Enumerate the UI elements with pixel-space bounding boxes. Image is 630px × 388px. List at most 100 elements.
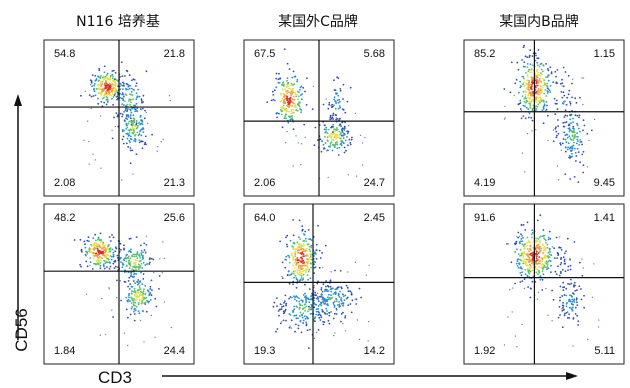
cell-dot [568, 300, 570, 303]
cell-dot [562, 301, 564, 304]
cell-dot [280, 303, 283, 306]
cell-dot [532, 95, 534, 97]
cell-dot [521, 75, 524, 78]
cell-dot [316, 139, 319, 142]
cell-dot [90, 81, 93, 84]
cell-dot [299, 273, 302, 275]
cell-dot [313, 285, 315, 287]
cell-dot [522, 245, 525, 247]
cell-dot [524, 171, 526, 173]
cell-dot [123, 247, 125, 250]
cell-dot [287, 105, 289, 108]
cell-dot [100, 250, 103, 253]
cell-dot [298, 91, 301, 94]
cell-dot [323, 124, 326, 127]
cell-dot [277, 112, 280, 115]
cell-dot [134, 110, 137, 113]
cell-dot [298, 245, 301, 247]
cell-dot [527, 240, 530, 242]
cell-dot [313, 320, 316, 322]
cell-dot [143, 143, 146, 146]
column-title-n116: N116 培养基 [76, 13, 160, 30]
cell-dot [322, 283, 325, 286]
cell-dot [141, 258, 144, 261]
cell-dot [515, 248, 518, 251]
cell-dot [112, 69, 115, 72]
cell-dot [554, 270, 557, 273]
cell-dot [317, 297, 319, 300]
cell-dot [88, 94, 91, 96]
cell-dot [107, 91, 110, 93]
cell-dot [130, 260, 132, 263]
cell-dot [530, 262, 533, 265]
cell-dot [573, 127, 575, 130]
cell-dot [289, 296, 292, 298]
cell-dot [302, 240, 305, 243]
cell-dot [139, 257, 142, 259]
cell-dot [523, 260, 526, 263]
cell-dot [318, 316, 321, 319]
cell-dot [294, 91, 296, 94]
x-axis-arrowhead [566, 372, 578, 380]
cell-dot [296, 241, 299, 244]
cell-dot [530, 71, 533, 73]
cell-dot [304, 136, 306, 139]
cell-dot [310, 266, 312, 269]
cell-dot [285, 304, 287, 307]
cell-dot [333, 133, 336, 136]
cell-dot [122, 93, 125, 96]
cell-dot [529, 287, 532, 290]
cell-dot [123, 100, 126, 102]
cell-dot [127, 285, 129, 288]
cell-dot [143, 302, 146, 305]
cell-dot [272, 94, 275, 96]
cell-dot [305, 305, 308, 308]
cell-dot [539, 85, 542, 88]
cell-dot [313, 306, 316, 309]
cell-dot [336, 147, 339, 150]
cell-dot [535, 92, 538, 95]
cell-dot [517, 68, 520, 71]
cell-dot [520, 266, 522, 269]
cell-dot [283, 48, 286, 50]
cell-dot [332, 143, 334, 146]
cell-dot [296, 269, 299, 272]
cell-dot [288, 297, 290, 300]
cell-dot [295, 317, 298, 320]
cell-dot [360, 296, 362, 299]
cell-dot [304, 318, 307, 320]
cell-dot [106, 84, 109, 87]
cell-dot [323, 297, 326, 300]
cell-dot [522, 262, 525, 265]
cell-dot [536, 219, 539, 222]
cell-dot [552, 140, 555, 143]
cell-dot [276, 116, 278, 119]
cell-dot [540, 68, 543, 71]
cell-dot [137, 124, 139, 127]
cell-dot [91, 74, 94, 76]
cell-dot [120, 248, 122, 251]
cell-dot [282, 92, 285, 95]
cell-dot [152, 258, 155, 261]
cell-dot [115, 247, 118, 250]
cell-dot [290, 108, 293, 111]
cell-dot [108, 78, 111, 81]
cell-dot [569, 128, 571, 131]
cell-dot [304, 309, 306, 312]
cell-dot [141, 300, 144, 302]
cell-dot [548, 253, 551, 256]
cell-dot [526, 236, 529, 239]
cell-dot [334, 288, 337, 291]
cell-dot [133, 310, 135, 313]
cell-dot [531, 64, 534, 67]
cell-dot [95, 247, 97, 250]
cell-dot [570, 149, 573, 152]
cell-dot [291, 296, 293, 299]
cell-dot [571, 147, 574, 149]
cell-dot [522, 46, 525, 49]
cell-dot [286, 83, 288, 86]
cell-dot [582, 77, 585, 79]
cell-dot [321, 252, 323, 254]
cell-dot [142, 290, 145, 293]
